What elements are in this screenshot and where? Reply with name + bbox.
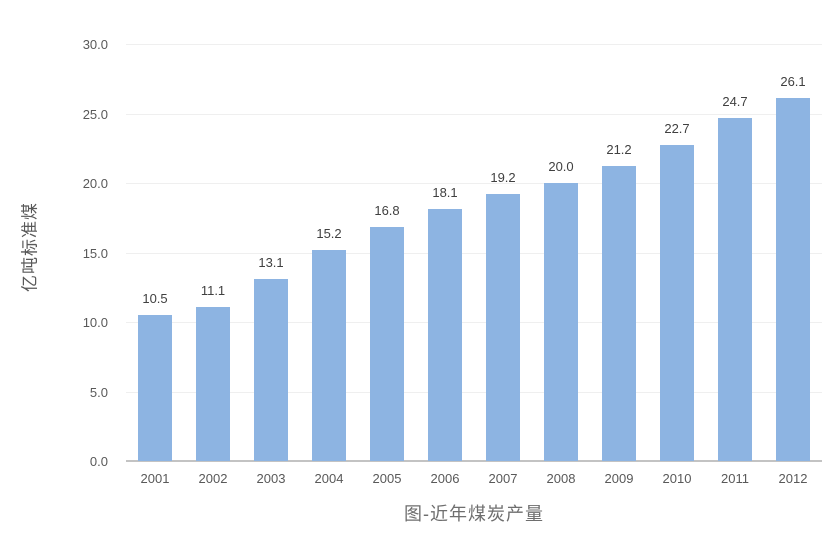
bar-value-label: 11.1 (200, 282, 226, 298)
bar-2007 (486, 194, 520, 461)
x-tick-label-2006: 2006 (430, 471, 460, 486)
bar-2008 (544, 183, 578, 461)
x-tick-label-2009: 2009 (604, 471, 634, 486)
gridline (126, 113, 822, 115)
x-tick-label-2010: 2010 (662, 471, 692, 486)
gridline (126, 391, 822, 393)
x-tick-label-2003: 2003 (256, 471, 286, 486)
x-tick-label-2004: 2004 (314, 471, 344, 486)
x-tick-label-2012: 2012 (778, 471, 808, 486)
bar-2012 (776, 98, 810, 461)
plot-area: 10.5 11.1 13.1 15.2 16.8 18.1 19.2 20.0 21.2 22.7… (126, 44, 822, 462)
bar-2006 (428, 209, 462, 461)
x-tick-label-2002: 2002 (198, 471, 228, 486)
bar-2010 (660, 145, 694, 461)
x-tick-label-2007: 2007 (488, 471, 518, 486)
bar-2001 (138, 315, 172, 461)
y-tick-label: 0.0 (89, 454, 108, 469)
bar-value-label: 26.1 (780, 74, 806, 90)
bar-value-label: 15.2 (316, 225, 342, 241)
y-tick-label: 5.0 (89, 384, 108, 400)
bar-2005 (370, 227, 404, 461)
y-tick-label: 30.0 (82, 37, 108, 52)
gridline (126, 183, 822, 184)
bar-value-label: 22.7 (664, 121, 690, 137)
y-tick-label: 10.0 (82, 315, 108, 330)
bar-value-label: 18.1 (432, 185, 458, 201)
gridline (126, 44, 822, 45)
x-tick-label-2001: 2001 (140, 471, 170, 486)
y-tick-label: 25.0 (82, 106, 108, 122)
chart-title: 图-近年煤炭产量 (404, 504, 544, 524)
bar-value-label: 10.5 (142, 291, 168, 307)
bar-2002 (196, 306, 230, 461)
x-axis-line (126, 460, 822, 462)
bar-2009 (602, 166, 636, 461)
bar-2004 (312, 249, 346, 461)
y-tick-label: 15.0 (82, 245, 108, 261)
gridline (126, 252, 822, 254)
bar-value-label: 21.2 (606, 142, 632, 158)
x-tick-label-2005: 2005 (372, 471, 402, 486)
x-tick-label-2011: 2011 (721, 471, 749, 486)
y-axis-title: 亿吨标准煤 (20, 202, 40, 292)
y-tick-label: 20.0 (82, 176, 108, 191)
bar-value-label: 24.7 (722, 93, 748, 109)
bar-value-label: 20.0 (548, 159, 574, 174)
gridline (126, 322, 822, 323)
x-tick-label-2008: 2008 (546, 471, 576, 486)
bar-2011 (718, 117, 752, 461)
bar-value-label: 16.8 (374, 203, 400, 219)
bar-value-label: 19.2 (490, 170, 516, 186)
bar-2003 (254, 278, 288, 461)
bar-value-label: 13.1 (258, 254, 284, 270)
